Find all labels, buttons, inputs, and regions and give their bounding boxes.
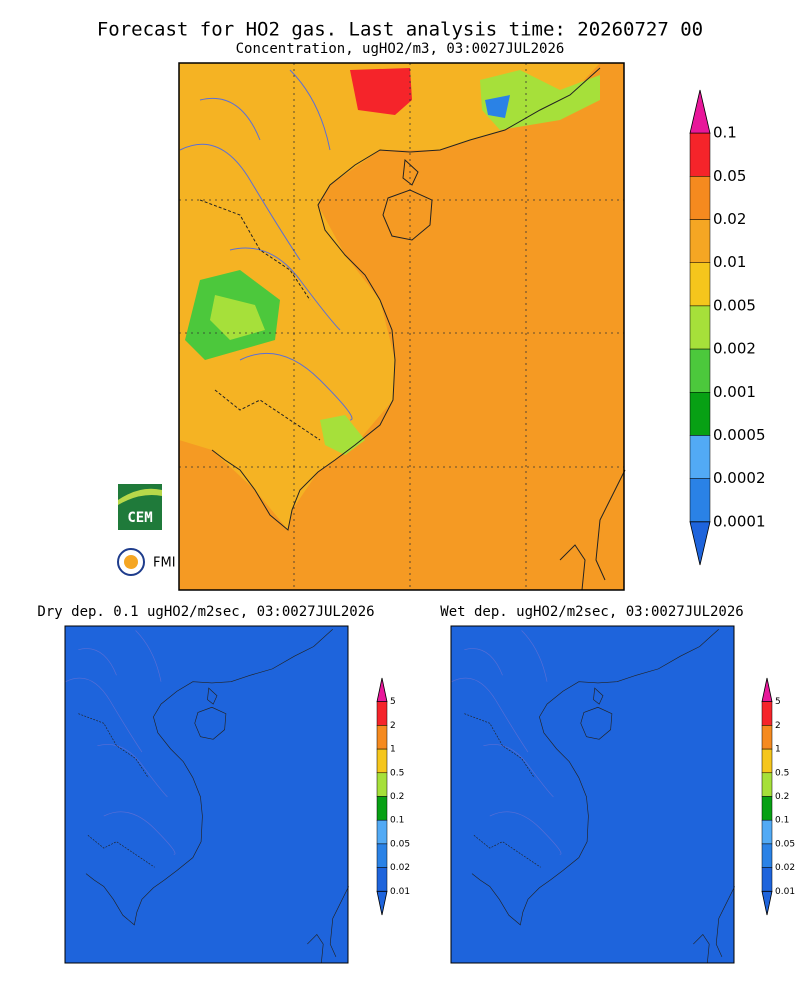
colorbar-segment (761, 772, 773, 797)
colorbar-label: 0.02 (390, 863, 410, 873)
panel-title: Wet dep. ugHO2/m2sec, 03:0027JUL2026 (440, 604, 743, 620)
colorbar-segment (376, 867, 388, 892)
colorbar-label: 0.1 (775, 816, 789, 826)
wet-panel: Wet dep. ugHO2/m2sec, 03:0027JUL2026 (440, 604, 744, 964)
fmi-logo: FMI (117, 548, 176, 576)
colorbar-segment (689, 176, 711, 220)
colorbar-segment (689, 305, 711, 350)
colorbar-label: 0.005 (713, 296, 756, 314)
colorbar-segment (689, 392, 711, 436)
colorbar-label: 0.0001 (713, 512, 766, 530)
cem-logo: CEM (118, 484, 162, 530)
main-map (178, 62, 626, 591)
colorbar-label: 1 (390, 745, 396, 755)
colorbar-segment (761, 843, 773, 868)
colorbar-segment (689, 348, 711, 393)
subtitle: Concentration, ugHO2/m3, 03:0027JUL2026 (236, 41, 565, 57)
dry-panel: Dry dep. 0.1 ugHO2/m2sec, 03:0027JUL2026 (37, 604, 375, 964)
colorbar-label: 0.2 (390, 792, 404, 802)
main-colorbar: 0.1 0.05 0.02 0.01 0.005 0.002 0.001 0.0005 0.00… (689, 89, 766, 566)
colorbar-segment (761, 867, 773, 892)
colorbar-label: 5 (390, 697, 396, 707)
colorbar-tip (761, 677, 773, 703)
colorbar-tip (689, 521, 711, 566)
colorbar-segment (376, 701, 388, 726)
colorbar-segment (689, 435, 711, 479)
colorbar-segment (689, 219, 711, 263)
colorbar-label: 5 (775, 697, 781, 707)
green-patch (480, 70, 600, 130)
colorbar-segment (689, 262, 711, 307)
red-patch (350, 68, 412, 115)
colorbar-label: 0.1 (390, 816, 404, 826)
colorbar-tip (689, 89, 711, 134)
colorbar-label: 0.01 (713, 253, 746, 271)
colorbar-segment (761, 819, 773, 845)
colorbar-segment (761, 701, 773, 726)
colorbar-segment (376, 843, 388, 868)
colorbar-label: 0.001 (713, 383, 756, 401)
colorbar-label: 0.05 (713, 167, 746, 185)
colorbar-label: 2 (390, 721, 396, 731)
colorbar-segment (689, 478, 711, 523)
title: Forecast for HO2 gas. Last analysis time… (97, 19, 703, 41)
colorbar-label: 2 (775, 721, 781, 731)
blue-patch (485, 95, 510, 118)
colorbar-segment (376, 748, 388, 774)
light-green-patch (210, 295, 265, 340)
small-colorbar: 5 2 1 0.5 0.2 0.1 0.05 0.02 0.01 (376, 677, 410, 916)
colorbar-label: 0.01 (775, 887, 795, 897)
colorbar-segment (761, 725, 773, 750)
panel-title: Dry dep. 0.1 ugHO2/m2sec, 03:0027JUL2026 (37, 604, 374, 620)
colorbar-label: 0.0005 (713, 426, 766, 444)
colorbar-label: 0.5 (775, 768, 789, 778)
colorbar-label: 0.01 (390, 887, 410, 897)
colorbar-tip (376, 677, 388, 703)
colorbar-segment (689, 132, 711, 177)
fmi-text: FMI (153, 556, 176, 571)
light-green-patch (320, 415, 365, 455)
colorbar-label: 0.05 (775, 839, 795, 849)
colorbar-label: 0.2 (775, 792, 789, 802)
land-fill (179, 63, 600, 530)
colorbar-segment (761, 748, 773, 774)
cem-text: CEM (127, 510, 152, 526)
colorbar-segment (376, 796, 388, 821)
colorbar-label: 1 (775, 745, 781, 755)
colorbar-segment (376, 819, 388, 845)
small-colorbar: 5 2 1 0.5 0.2 0.1 0.05 0.02 0.01 (761, 677, 795, 916)
colorbar-label: 0.02 (713, 210, 746, 228)
colorbar-label: 0.002 (713, 340, 756, 358)
colorbar-segment (376, 772, 388, 797)
colorbar-tip (376, 890, 388, 916)
colorbar-tip (761, 890, 773, 916)
colorbar-label: 0.02 (775, 863, 795, 873)
colorbar-label: 0.05 (390, 839, 410, 849)
colorbar-label: 0.5 (390, 768, 404, 778)
colorbar-segment (761, 796, 773, 821)
colorbar-segment (376, 725, 388, 750)
colorbar-label: 0.0002 (713, 469, 766, 487)
colorbar-label: 0.1 (713, 124, 737, 142)
